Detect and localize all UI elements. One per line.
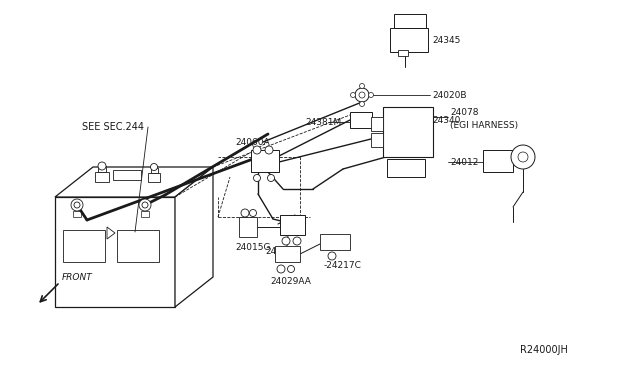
Text: 24381M: 24381M [305,118,341,126]
Text: 24012: 24012 [450,157,478,167]
Bar [371,133,383,147]
Circle shape [150,164,157,170]
Bar [394,14,426,28]
Circle shape [360,102,365,106]
Bar [320,234,350,250]
Bar [141,211,149,217]
Circle shape [351,93,355,97]
Text: FRONT: FRONT [62,273,93,282]
Circle shape [287,266,294,273]
Text: R24000JH: R24000JH [520,345,568,355]
Bar [113,170,141,180]
Circle shape [511,145,535,169]
Text: 24060A: 24060A [235,138,269,147]
Circle shape [265,146,273,154]
Bar [483,150,513,172]
Bar [275,246,300,262]
Circle shape [293,237,301,245]
Circle shape [282,237,290,245]
Bar [251,150,279,172]
Bar [383,107,433,157]
Bar [95,172,109,182]
Circle shape [253,174,260,182]
Circle shape [268,174,275,182]
Bar [387,159,425,177]
Polygon shape [55,197,175,307]
Bar [151,168,158,173]
Bar [239,217,257,237]
Polygon shape [55,167,213,197]
Circle shape [241,209,249,217]
Text: -24217C: -24217C [324,262,362,270]
Circle shape [369,93,374,97]
Polygon shape [175,167,213,307]
Circle shape [71,199,83,211]
Circle shape [253,146,261,154]
Text: 24029AA: 24029AA [270,278,311,286]
Text: 24080: 24080 [265,247,294,257]
Text: 24340: 24340 [432,115,460,125]
Circle shape [360,83,365,89]
Bar [371,117,383,131]
Text: SEE SEC.244: SEE SEC.244 [82,122,144,132]
Text: 24078: 24078 [450,108,479,116]
Bar [98,166,106,172]
Bar [148,173,160,182]
Bar [398,50,408,56]
Bar [117,230,159,262]
Bar [73,211,81,217]
Circle shape [328,252,336,260]
Bar [390,28,428,52]
Circle shape [250,209,257,217]
Text: (EGI HARNESS): (EGI HARNESS) [450,121,518,129]
Bar [280,215,305,235]
Circle shape [277,265,285,273]
Bar [350,112,372,128]
Circle shape [98,162,106,170]
Text: 24345: 24345 [432,35,460,45]
Circle shape [139,199,151,211]
Bar [63,230,105,262]
Text: 24015G: 24015G [235,243,271,251]
Circle shape [355,88,369,102]
Text: 24020B: 24020B [432,90,467,99]
